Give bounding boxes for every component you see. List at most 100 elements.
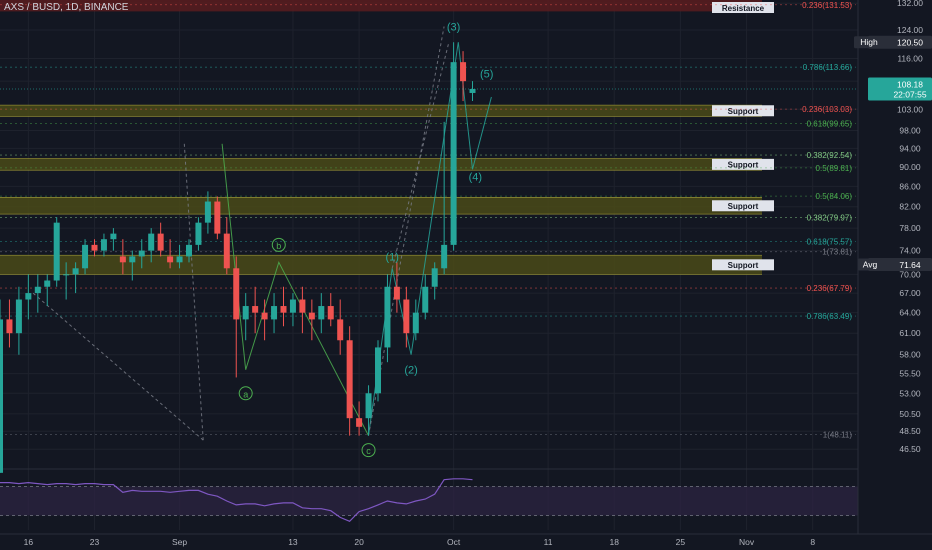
candle-body [261,312,268,320]
support-label: Support [728,160,759,169]
candle-body [6,319,13,334]
fib-label: 0.618(99.65) [807,119,853,128]
resistance-label-bg [712,2,774,13]
wave-label: b [276,241,281,251]
candle-body [356,418,363,427]
high-label-bg [854,36,884,49]
price-tick-label: 74.00 [899,246,921,256]
candle-body [25,293,32,300]
price-tick-label: 46.50 [899,444,921,454]
candle-body [469,89,476,93]
fib-label: 0.382(92.54) [807,151,853,160]
candle-body [186,244,192,257]
channel-dashed [391,42,450,269]
fib-label: 0.236(131.53) [802,1,852,10]
support-zone [0,197,762,215]
candle-body [100,239,107,251]
wave-label: (2) [404,365,417,377]
candle-body [441,244,448,269]
price-tick-label: 64.00 [899,308,921,318]
rsi-line [0,478,473,523]
wave-label-circle [238,386,253,401]
candle-body [327,306,334,320]
time-tick-label: Oct [447,537,461,547]
price-tick-label: 98.00 [899,126,921,136]
last-price-tag-text: 22:07:55 [893,90,926,100]
fib-label: 0.786(113.66) [803,63,853,72]
time-tick-label: 8 [810,537,815,547]
candle-body [299,299,306,313]
avg-label-bg [858,258,882,271]
symbol-title: AXS / BUSD, 1D, BINANCE [4,2,129,13]
price-tick-label: 103.00 [897,104,923,114]
time-axis[interactable]: 16 23 Sep 13 20 Oct 11 18 25 Nov 8 [0,533,932,550]
fib-label: 1(73.81) [822,248,852,257]
candle-body [431,268,438,287]
price-tick-label: 55.50 [899,369,921,379]
candle-body [138,250,145,257]
candle-body [365,393,372,419]
wave-label: (1) [385,251,398,263]
candle-body [15,299,22,334]
price-tick-label: 50.50 [899,409,921,419]
price-tick-label: 53.00 [899,388,921,398]
time-tick-label: 20 [354,537,364,547]
support-zone [0,255,762,275]
time-tick-label: 25 [676,537,686,547]
candle-body [280,306,287,313]
candle-body [422,286,429,313]
candle-body [450,62,457,245]
fib-label: 0.5(89.81) [816,164,853,173]
candle-body [63,274,70,276]
fib-label: 0.382(79.97) [807,213,853,222]
fib-label: 0.236(67.79) [807,284,853,293]
candle-body [176,256,183,263]
resistance-zone [0,0,762,12]
avg-price-tag-bg [868,257,932,271]
fib-label: 0.5(84.06) [816,192,853,201]
price-tick-label: 67.00 [899,288,921,298]
candle-body [34,286,41,294]
wave-labels: (3) (5) (4) (1) (2) a b c [238,22,493,458]
candle-body [289,299,296,313]
candle-body [129,256,136,263]
support-label-bg [712,200,774,212]
support-label: Support [728,107,759,116]
candle-body [53,222,60,281]
fib-label: 0.618(75.57) [807,238,853,247]
zones: Resistance Support Support Support Support [0,0,774,275]
fib-label: 1(48.11) [823,431,853,440]
price-tick-label: 124.00 [897,25,923,35]
high-label: High [860,37,878,47]
avg-price-tag-text: 71.64 [899,260,921,270]
candle-body [233,268,240,320]
wave-label-circle [271,237,286,252]
price-tick-label: 116.00 [897,53,923,63]
fib-label: 0.236(103.03) [802,105,852,114]
candle-body [91,244,98,251]
rsi-pane [0,478,858,523]
fib-levels: 0.236(131.53) 0.786(113.66) 0.236(103.03) 0… [0,1,856,440]
candle-body [44,280,51,287]
candles [0,42,858,473]
candle-body [0,319,3,473]
resistance-label: Resistance [722,4,765,13]
support-label-bg [712,158,774,170]
wave-label-circle [361,443,376,458]
candle-body [110,233,117,240]
last-price-tag-bg [868,77,932,101]
candle-body [148,233,155,251]
high-price-tag-text: 120.50 [897,38,923,48]
trend-dashed [32,292,204,441]
price-tick-label: 70.00 [899,269,921,279]
candle-body [167,256,174,263]
candle-body [393,286,400,300]
trend-dashed [183,143,204,441]
candle-body [157,233,164,251]
candle-body [460,62,467,82]
candle-body [252,306,259,313]
avg-label: Avg [863,259,878,269]
